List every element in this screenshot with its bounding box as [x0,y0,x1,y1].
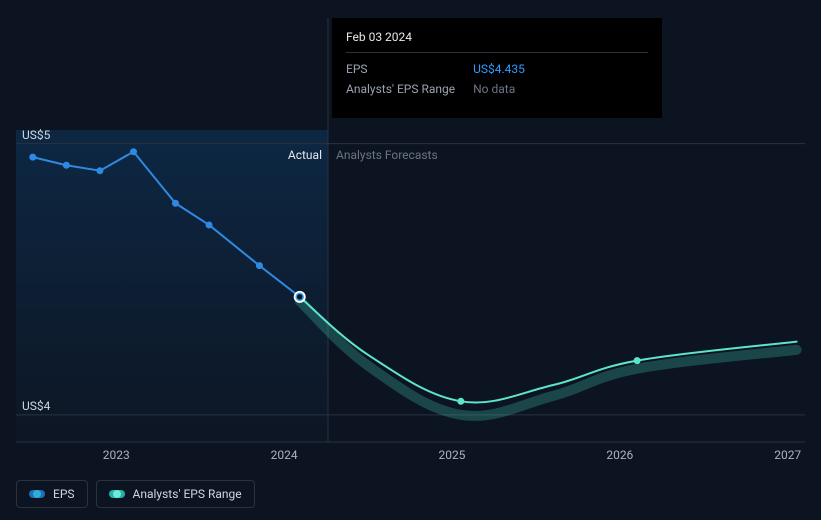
legend-label: Analysts' EPS Range [133,487,242,501]
x-axis-tick-label: 2024 [271,448,298,462]
tooltip-row-value: US$4.435 [473,59,525,79]
y-axis-tick-label: US$4 [22,399,50,413]
x-axis-tick-label: 2027 [774,448,801,462]
actual-region-label: Actual [288,148,322,162]
tooltip-row-label: EPS [346,59,473,79]
tooltip-table: EPS US$4.435 Analysts' EPS Range No data [346,59,525,99]
forecast-region-label: Analysts Forecasts [336,148,438,162]
legend-label: EPS [53,487,75,501]
tooltip-divider [346,52,648,53]
x-axis-tick-label: 2025 [438,448,465,462]
tooltip-date: Feb 03 2024 [346,28,648,46]
tooltip-row-value: No data [473,79,525,99]
chart-tooltip: Feb 03 2024 EPS US$4.435 Analysts' EPS R… [332,18,662,118]
x-axis-tick-label: 2023 [103,448,130,462]
legend-item-eps[interactable]: EPS [16,480,88,508]
legend-swatch-eps [29,490,45,498]
tooltip-row-label: Analysts' EPS Range [346,79,473,99]
y-axis-tick-label: US$5 [22,128,50,142]
legend-item-range[interactable]: Analysts' EPS Range [96,480,255,508]
x-axis-tick-label: 2026 [606,448,633,462]
legend-swatch-range [109,490,125,498]
chart-legend: EPS Analysts' EPS Range [16,480,255,508]
